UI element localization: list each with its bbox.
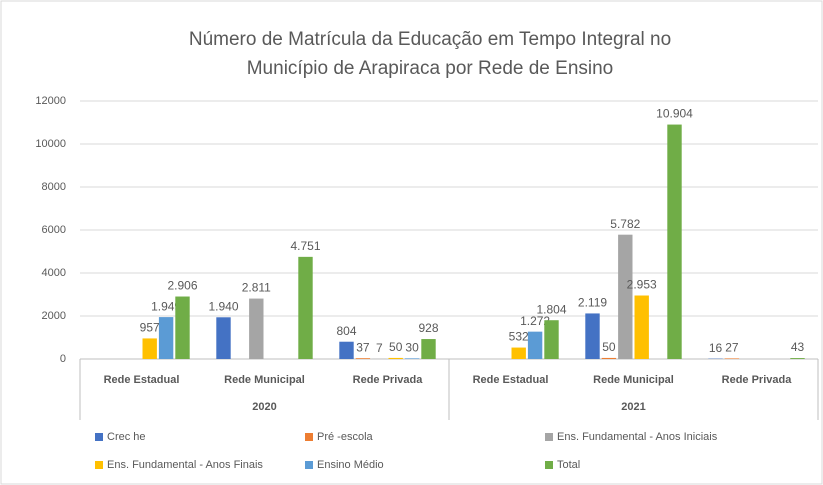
legend-label: Ens. Fundamental - Anos Iniciais: [557, 431, 718, 443]
data-label: 957: [140, 321, 160, 335]
data-label: 928: [418, 321, 438, 335]
legend-label: Crec he: [107, 431, 146, 443]
legend-swatch: [305, 461, 313, 469]
x-tick-label: Rede Privada: [722, 374, 793, 386]
x-tick-label: Rede Estadual: [473, 374, 549, 386]
chart-title-line-1: Número de Matrícula da Educação em Tempo…: [189, 29, 671, 50]
bar: [388, 357, 403, 359]
bar: [790, 358, 805, 359]
x-tick-label: Rede Estadual: [104, 374, 180, 386]
group-label: 2021: [621, 401, 645, 413]
y-tick-label: 12000: [35, 95, 66, 107]
bar: [249, 298, 264, 359]
y-tick-label: 6000: [42, 224, 66, 236]
data-label: 1.272: [520, 314, 550, 328]
legend-swatch: [95, 433, 103, 441]
data-label: 50: [602, 340, 616, 354]
bar: [527, 331, 543, 359]
data-label: 2.119: [578, 296, 607, 310]
bar: [142, 338, 157, 359]
y-tick-label: 0: [60, 353, 66, 365]
bar: [339, 341, 354, 359]
chart-title-line-2: Município de Arapiraca por Rede de Ensin…: [247, 58, 614, 79]
legend-swatch: [545, 461, 553, 469]
y-tick-label: 10000: [35, 138, 66, 150]
bar: [216, 317, 231, 359]
data-label: 4.751: [290, 239, 320, 253]
data-label: 2.906: [167, 279, 197, 293]
bar: [667, 124, 682, 360]
y-tick-label: 2000: [42, 310, 66, 322]
data-label: 37: [356, 340, 370, 354]
data-label: 16: [709, 341, 723, 355]
x-tick-label: Rede Privada: [353, 374, 424, 386]
bar: [585, 313, 600, 359]
bar: [634, 295, 649, 359]
bar: [404, 358, 420, 359]
bar: [298, 256, 313, 359]
legend-label: Ensino Médio: [317, 459, 384, 471]
data-label: 27: [725, 341, 739, 355]
data-label: 50: [389, 340, 403, 354]
legend-swatch: [305, 433, 313, 441]
data-label: 2.811: [242, 281, 271, 295]
bar: [158, 317, 174, 359]
bar: [421, 339, 436, 359]
data-label: 804: [336, 324, 356, 338]
bar: [175, 296, 190, 359]
data-label: 1.940: [208, 299, 238, 313]
legend-label: Pré -escola: [317, 431, 374, 443]
bar: [724, 358, 740, 359]
y-tick-label: 4000: [42, 267, 66, 279]
data-label: 30: [405, 341, 419, 355]
bar: [544, 320, 559, 359]
group-label: 2020: [252, 401, 276, 413]
data-label: 532: [509, 330, 529, 344]
legend-label: Ens. Fundamental - Anos Finais: [107, 459, 263, 471]
bar: [511, 347, 526, 359]
legend-swatch: [545, 433, 553, 441]
bar: [618, 234, 633, 359]
legend-swatch: [95, 461, 103, 469]
data-label: 5.782: [610, 217, 640, 231]
data-label: 10.904: [656, 107, 693, 121]
data-label: 1.804: [536, 302, 566, 316]
x-tick-label: Rede Municipal: [224, 374, 305, 386]
data-label: 1.949: [151, 299, 181, 313]
y-tick-label: 8000: [42, 181, 66, 193]
bar: [355, 358, 371, 359]
x-tick-label: Rede Municipal: [593, 374, 674, 386]
data-label: 2.953: [627, 278, 657, 292]
legend-label: Total: [557, 459, 580, 471]
bar: [601, 357, 617, 359]
data-label: 7: [376, 341, 383, 355]
data-label: 43: [791, 340, 805, 354]
